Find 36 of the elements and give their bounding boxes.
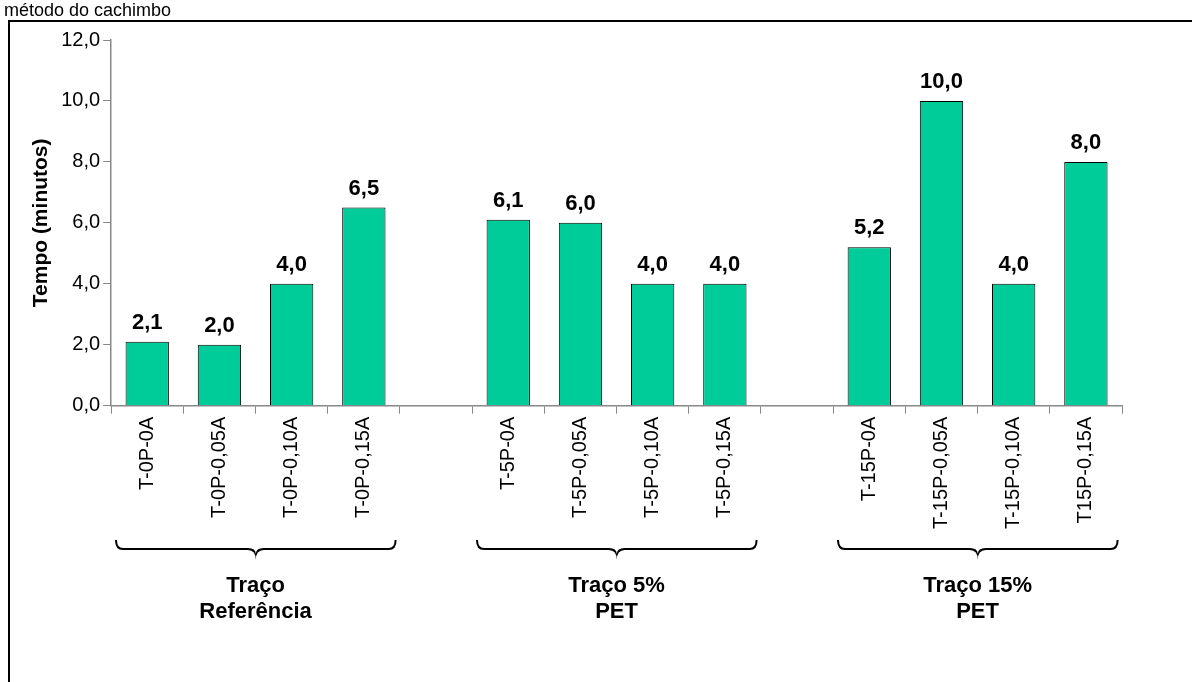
x-tick-label: T-0P-0,05A (206, 416, 229, 518)
x-tick-label: T-15P-0,10A (1001, 416, 1024, 530)
x-tick-label: T-15P-0,05A (929, 416, 951, 530)
y-tick-label: 8,0 (72, 149, 101, 172)
data-label: 6,5 (348, 174, 380, 200)
data-label: 4,0 (637, 250, 668, 276)
y-tick-label: 0,0 (72, 393, 101, 416)
data-label: 10,0 (920, 68, 963, 94)
data-label: 6,0 (565, 189, 596, 215)
x-tick-label: T-5P-0,15A (712, 416, 735, 518)
x-tick-label: T-5P-0,10A (640, 416, 663, 518)
x-tick-label: T-5P-0,05A (567, 416, 590, 518)
y-tick-label: 4,0 (72, 271, 101, 294)
x-tick-label: T-0P-0A (134, 416, 157, 491)
x-tick-label: T-15P-0A (856, 416, 879, 502)
text: Traço 5% PET (567, 572, 666, 624)
text: Traço Referência (198, 572, 313, 624)
data-label: 5,2 (853, 214, 885, 240)
x-tick-label: T-0P-0,10A (279, 416, 302, 518)
text: Traço 15% PET (922, 572, 1033, 624)
y-tick-label: 10,0 (61, 88, 101, 111)
y-tick-label: 2,0 (72, 332, 101, 355)
data-label: 4,0 (276, 250, 307, 276)
data-label: 4,0 (998, 250, 1029, 276)
data-label: 2,1 (131, 308, 163, 334)
data-label: 2,0 (204, 311, 235, 337)
data-label: 6,1 (492, 186, 524, 212)
x-tick-label: T15P-0,15A (1073, 416, 1096, 524)
chart-title: método do cachimbo (4, 0, 172, 20)
x-tick-label: T-0P-0,15A (351, 416, 374, 518)
x-tick-label: T-5P-0A (495, 416, 518, 491)
data-label: 4,0 (709, 250, 741, 276)
y-tick-label: 12,0 (61, 27, 101, 50)
y-tick-label: 6,0 (72, 210, 101, 233)
y-axis-title: Tempo (minutos) (28, 138, 52, 308)
data-label: 8,0 (1070, 128, 1102, 154)
